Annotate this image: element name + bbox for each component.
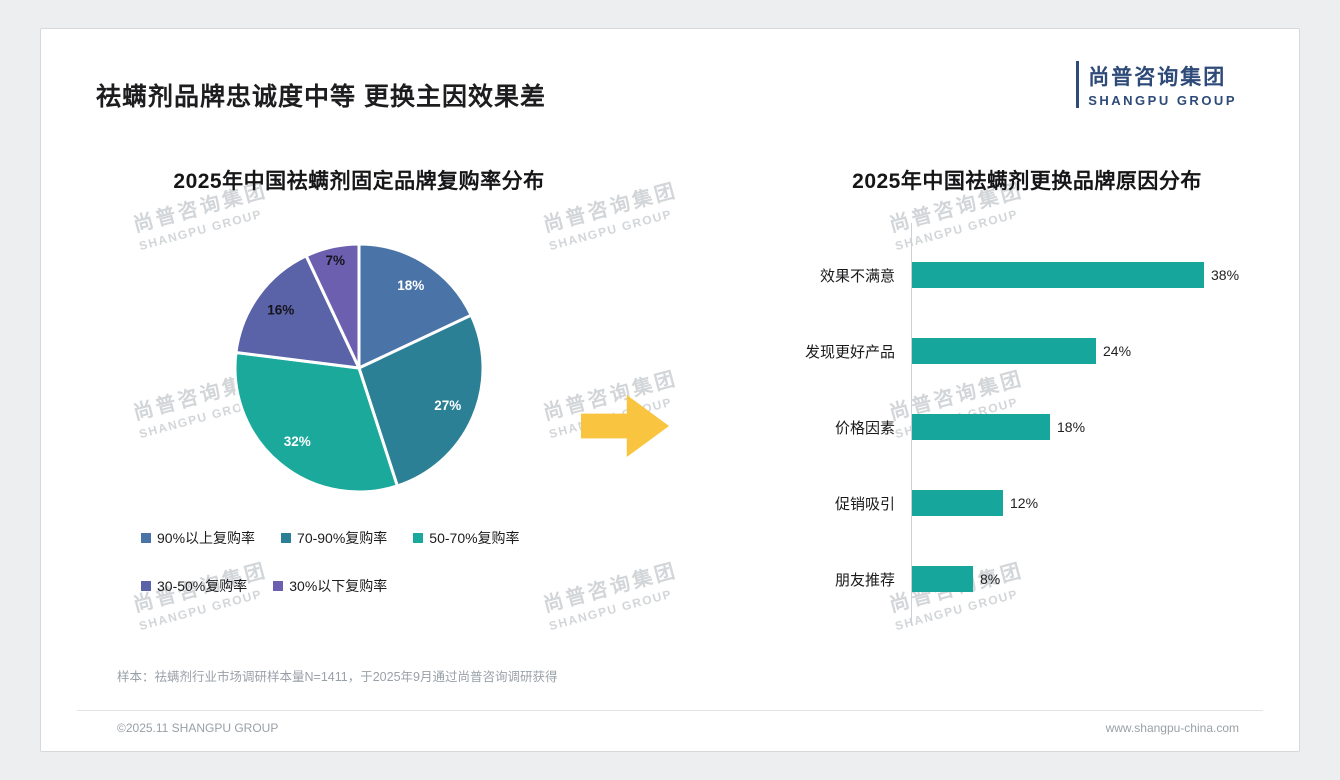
bar-track: 8% (911, 566, 1271, 592)
bar-category-label: 效果不满意 (819, 267, 895, 285)
legend-marker (141, 533, 151, 543)
legend-item: 30%以下复购率 (273, 576, 387, 596)
bar-value-label: 18% (1057, 419, 1086, 435)
bar-track: 12% (911, 490, 1271, 516)
footer: ©2025.11 SHANGPU GROUP www.shangpu-china… (77, 710, 1263, 735)
legend-marker (413, 533, 424, 543)
bar-category-label: 朋友推荐 (834, 571, 895, 589)
legend-marker (281, 533, 292, 543)
legend-label: 90%以上复购率 (157, 530, 256, 546)
legend-item: 70-90%复购率 (281, 528, 387, 548)
bar-chart-axis-line (911, 223, 912, 625)
pie-slice-label: 32% (284, 434, 311, 449)
pie-slice (357, 313, 485, 488)
bar-value-label: 38% (1211, 267, 1240, 283)
pie-chart-svg: 18% 27% 32% 16% 7% (233, 242, 485, 494)
bar-track: 18% (911, 414, 1271, 440)
legend-item: 30-50%复购率 (141, 576, 247, 596)
bar-category-label: 价格因素 (834, 419, 895, 437)
legend-marker (273, 581, 284, 591)
bar-row: 朋友推荐 8% (783, 541, 1271, 617)
pie-slice (234, 254, 361, 370)
bar-track: 38% (911, 262, 1271, 288)
bar (911, 566, 973, 592)
bar-value-label: 12% (1010, 495, 1039, 511)
bar-chart: 效果不满意 38% 发现更好产品 24% 价格因素 18% 促销吸引 12% 朋友推荐 8% (783, 223, 1271, 625)
legend-label: 50-70%复购率 (429, 530, 520, 546)
legend-label: 70-90%复购率 (297, 530, 388, 546)
bar (911, 262, 1204, 288)
sample-note: 样本：祛螨剂行业市场调研样本量N=1411，于2025年9月通过尚普咨询调研获得 (117, 670, 558, 684)
legend-marker (141, 581, 151, 591)
pie-slice (233, 350, 399, 494)
pie-chart: 18% 27% 32% 16% 7% (224, 233, 494, 508)
logo-chinese-text: 尚普咨询集团 (1088, 66, 1227, 89)
pie-legend: 90%以上复购率 70-90%复购率 50-70%复购率 30-50%复购率 30%以下… (141, 528, 591, 596)
bar (911, 338, 1096, 364)
logo-english-text: SHANGPU GROUP (1088, 93, 1237, 108)
shangpu-logo: 尚普咨询集团 SHANGPU GROUP (1076, 61, 1237, 108)
bar-row: 价格因素 18% (783, 389, 1271, 465)
bar-track: 24% (911, 338, 1271, 364)
slide-content: 2025年中国祛螨剂固定品牌复购率分布 18% 27% 32% 16% 7% 90%以上… (41, 29, 1299, 751)
bar-chart-title: 2025年中国祛螨剂更换品牌原因分布 (852, 170, 1202, 193)
page-title: 祛螨剂品牌忠诚度中等 更换主因效果差 (96, 83, 546, 111)
bar (911, 490, 1003, 516)
legend-item: 50-70%复购率 (413, 528, 520, 548)
pie-slice-label: 7% (325, 253, 345, 268)
footer-website: www.shangpu-china.com (1105, 721, 1239, 735)
pie-slice-label: 27% (434, 398, 461, 413)
bar (911, 414, 1050, 440)
pie-chart-section: 2025年中国祛螨剂固定品牌复购率分布 18% 27% 32% 16% 7% 90%以上… (99, 165, 619, 596)
pie-slice (357, 242, 473, 370)
bar-value-label: 24% (1103, 343, 1132, 359)
legend-label: 30-50%复购率 (157, 578, 248, 594)
pie-slice-label: 18% (397, 278, 424, 293)
pie-chart-title: 2025年中国祛螨剂固定品牌复购率分布 (173, 170, 545, 193)
bar-row: 发现更好产品 24% (783, 313, 1271, 389)
bar-row: 促销吸引 12% (783, 465, 1271, 541)
pie-slice (304, 242, 361, 370)
bar-category-label: 促销吸引 (834, 495, 895, 513)
legend-item: 90%以上复购率 (141, 528, 255, 548)
bar-chart-section: 2025年中国祛螨剂更换品牌原因分布 效果不满意 38% 发现更好产品 24% 价格因素… (783, 165, 1271, 625)
bar-row: 效果不满意 38% (783, 237, 1271, 313)
bar-category-label: 发现更好产品 (804, 343, 895, 361)
slide-card: 尚普咨询集团 SHANGPU GROUP 尚普咨询集团 SHANGPU GROUP 尚普… (40, 28, 1300, 752)
legend-label: 30%以下复购率 (289, 578, 388, 594)
pie-slice-label: 16% (267, 303, 294, 318)
footer-copyright: ©2025.11 SHANGPU GROUP (117, 721, 279, 735)
bar-value-label: 8% (980, 571, 1001, 587)
